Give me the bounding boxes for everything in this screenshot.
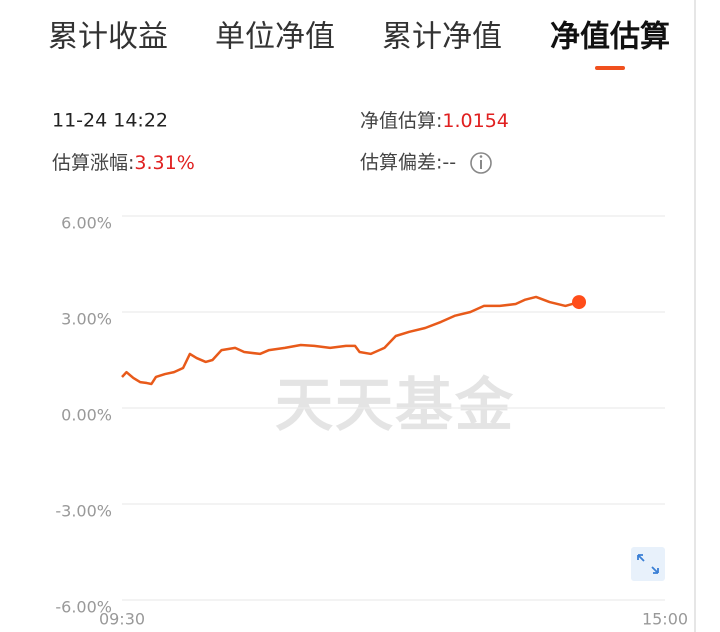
time: 11-24 14:22 [52,110,168,132]
y-tick-label: 0.00% [61,406,112,425]
watermark: 天天基金 [275,371,515,439]
x-tick-label: 09:30 [99,610,145,629]
tab[interactable]: 单位净值 [215,20,335,55]
tab[interactable]: 累计净值 [382,20,502,55]
tab[interactable]: 累计收益 [48,20,168,55]
tab-indicator [595,66,625,70]
deviation: 估算偏差:-- [360,152,456,174]
change: 估算涨幅:3.31% [52,152,195,174]
nav-label: 净值估算: [360,110,442,132]
end-dot [572,295,587,310]
change-value: 3.31% [134,152,194,174]
nav-value: 1.0154 [442,110,508,132]
y-tick-label: 3.00% [61,310,112,329]
info-icon[interactable] [470,152,492,174]
y-tick-label: 6.00% [61,214,112,233]
nav: 净值估算:1.0154 [360,110,509,132]
y-tick-label: -6.00% [55,598,112,617]
tab[interactable]: 净值估算 [550,20,670,55]
expand-icon[interactable] [631,547,665,581]
change-label: 估算涨幅: [52,152,134,174]
nav-line [121,295,580,386]
x-tick-label: 15:00 [642,610,688,629]
y-tick-label: -3.00% [55,502,112,521]
